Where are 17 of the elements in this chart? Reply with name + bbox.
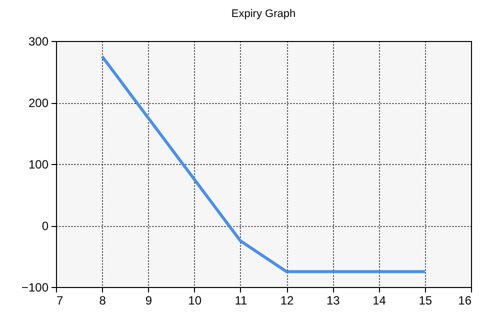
x-tick-label: 16: [458, 294, 472, 308]
x-tick-label: 10: [188, 294, 202, 308]
x-tick-label: 14: [372, 294, 386, 308]
x-tick-label: 7: [56, 294, 64, 308]
y-tick-label: 200: [28, 96, 49, 110]
chart-title: Expiry Graph: [231, 8, 296, 20]
x-tick-label: 11: [234, 294, 248, 308]
x-tick-label: 12: [280, 294, 294, 308]
x-tick-label: 15: [418, 294, 432, 308]
y-tick-label: 300: [28, 34, 49, 48]
x-tick-label: 8: [99, 294, 106, 308]
y-tick-label: 0: [42, 219, 49, 233]
y-tick-label: 100: [28, 158, 49, 172]
line-series: [100, 54, 426, 274]
y-tick-label: −100: [21, 280, 49, 294]
x-tick-label: 13: [326, 294, 340, 308]
x-tick-label: 9: [145, 294, 152, 308]
